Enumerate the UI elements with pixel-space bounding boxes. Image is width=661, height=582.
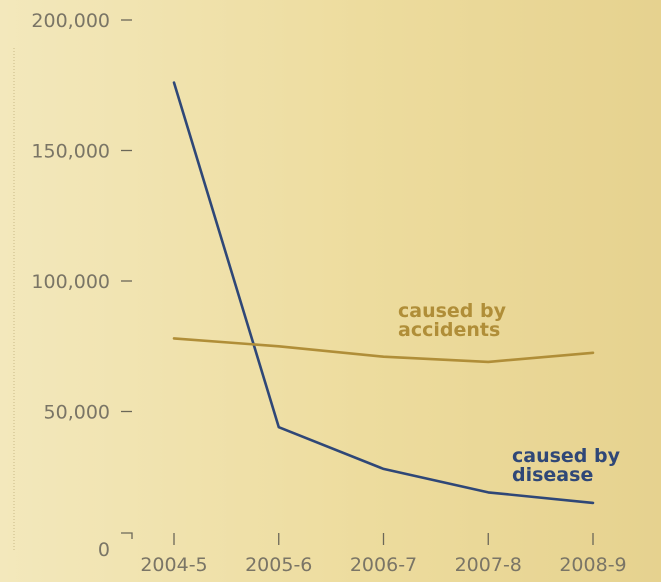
y-tick-label: 150,000 xyxy=(31,141,110,163)
series-line xyxy=(174,83,593,503)
x-tick-label: 2007-8 xyxy=(455,554,522,576)
y-tick-label: 100,000 xyxy=(31,271,110,293)
x-tick-label: 2008-9 xyxy=(559,554,626,576)
series-lines xyxy=(174,83,593,503)
x-tick-label: 2005-6 xyxy=(245,554,312,576)
series-label: disease xyxy=(512,464,593,486)
series-line xyxy=(174,338,593,362)
y-tick-mark xyxy=(121,533,132,539)
y-tick-label: 0 xyxy=(98,539,110,561)
y-tick-label: 200,000 xyxy=(31,10,110,32)
y-axis: 0 50,000 100,000 150,000 200,000 xyxy=(31,10,132,561)
x-tick-label: 2004-5 xyxy=(140,554,207,576)
x-tick-label: 2006-7 xyxy=(350,554,417,576)
y-tick-label: 50,000 xyxy=(44,402,110,424)
series-label: accidents xyxy=(398,319,500,341)
x-axis: 2004-5 2005-6 2006-7 2007-8 2008-9 xyxy=(140,533,626,576)
